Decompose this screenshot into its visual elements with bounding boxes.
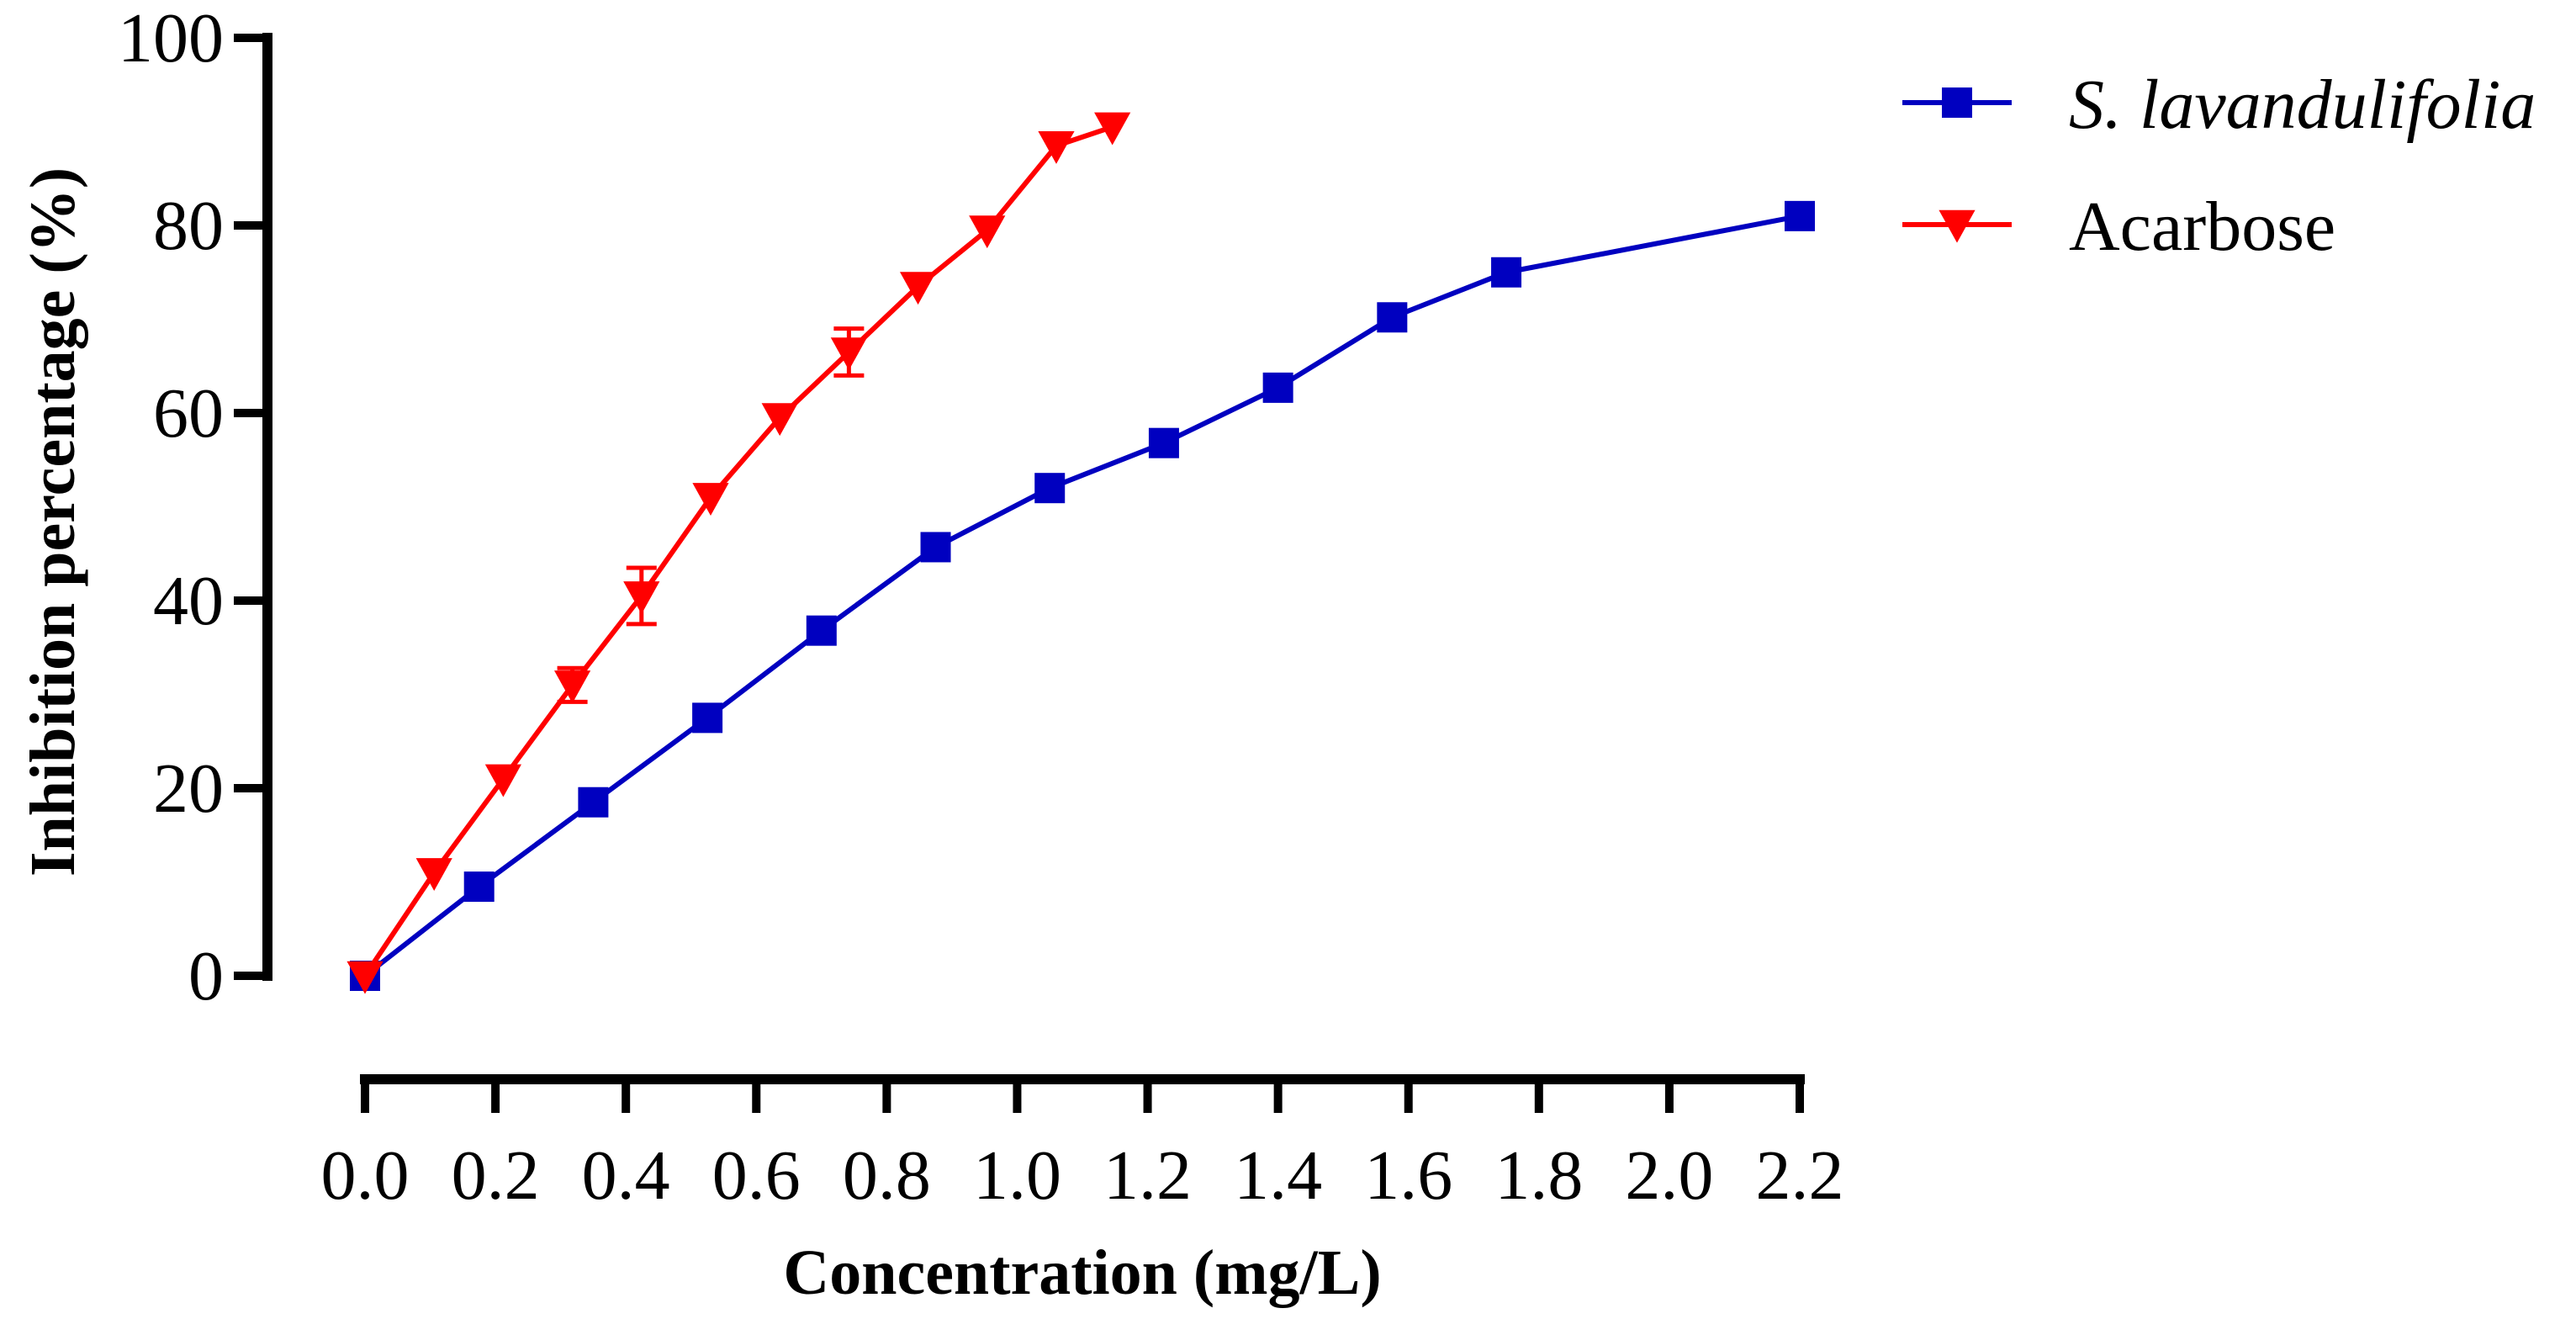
y-tick-label: 0 bbox=[188, 937, 224, 1015]
legend-item-0: S. lavandulifolia bbox=[1902, 66, 2536, 144]
data-point bbox=[692, 483, 729, 516]
data-point bbox=[1094, 112, 1131, 146]
legend-label: Acarbose bbox=[2069, 188, 2335, 266]
x-tick-label: 1.6 bbox=[1364, 1136, 1452, 1215]
data-point bbox=[463, 871, 495, 903]
data-point bbox=[578, 787, 609, 818]
x-tick-label: 1.0 bbox=[973, 1136, 1061, 1215]
data-point bbox=[1785, 200, 1815, 231]
data-point bbox=[1377, 302, 1408, 333]
x-tick-label: 2.2 bbox=[1756, 1136, 1844, 1215]
y-tick-label: 40 bbox=[153, 562, 224, 640]
series-layer bbox=[346, 112, 1815, 994]
data-point bbox=[553, 670, 591, 703]
y-tick-label: 80 bbox=[153, 187, 224, 265]
x-tick-label: 1.2 bbox=[1103, 1136, 1192, 1215]
x-tick-label: 0.0 bbox=[321, 1136, 410, 1215]
data-point bbox=[1148, 427, 1179, 458]
legend-marker bbox=[1942, 87, 1972, 118]
y-axis-title: Inhibition percentage (%) bbox=[18, 167, 88, 877]
y-tick-label: 60 bbox=[153, 374, 224, 453]
data-point bbox=[1038, 130, 1075, 164]
data-point bbox=[484, 764, 521, 797]
x-axis-title: Concentration (mg/L) bbox=[783, 1237, 1381, 1308]
x-tick-label: 0.4 bbox=[582, 1136, 670, 1215]
x-tick-label: 0.2 bbox=[452, 1136, 540, 1215]
data-point bbox=[830, 337, 867, 371]
data-point bbox=[969, 215, 1006, 249]
series-line bbox=[362, 124, 1113, 977]
axes: 0 20 40 60 80 100 0.0 0.2 0.4 0.6 0.8 1.0 1.2 1.4 1.6 1… bbox=[118, 0, 1844, 1215]
data-point bbox=[623, 581, 660, 615]
data-point bbox=[346, 961, 383, 994]
series-0 bbox=[350, 200, 1815, 991]
x-tick-label: 2.0 bbox=[1625, 1136, 1713, 1215]
x-tick-label: 1.4 bbox=[1234, 1136, 1322, 1215]
x-tick-label: 0.6 bbox=[712, 1136, 801, 1215]
series-line bbox=[363, 213, 1801, 978]
data-point bbox=[806, 615, 837, 646]
y-tick-label: 100 bbox=[118, 0, 224, 77]
legend-label: S. lavandulifolia bbox=[2069, 66, 2536, 144]
data-point bbox=[920, 532, 951, 563]
data-point bbox=[1034, 473, 1066, 504]
legend: S. lavandulifolia Acarbose bbox=[1902, 66, 2536, 266]
data-point bbox=[1491, 257, 1522, 288]
data-point bbox=[761, 403, 798, 437]
legend-item-1: Acarbose bbox=[1902, 188, 2335, 266]
x-tick-label: 1.8 bbox=[1494, 1136, 1583, 1215]
legend-marker bbox=[1939, 209, 1976, 243]
data-point bbox=[415, 858, 452, 891]
x-tick-label: 0.8 bbox=[843, 1136, 931, 1215]
data-point bbox=[899, 272, 937, 305]
data-point bbox=[1262, 372, 1293, 403]
data-point bbox=[692, 702, 723, 734]
series-1 bbox=[346, 112, 1131, 994]
y-tick-label: 20 bbox=[153, 750, 224, 828]
